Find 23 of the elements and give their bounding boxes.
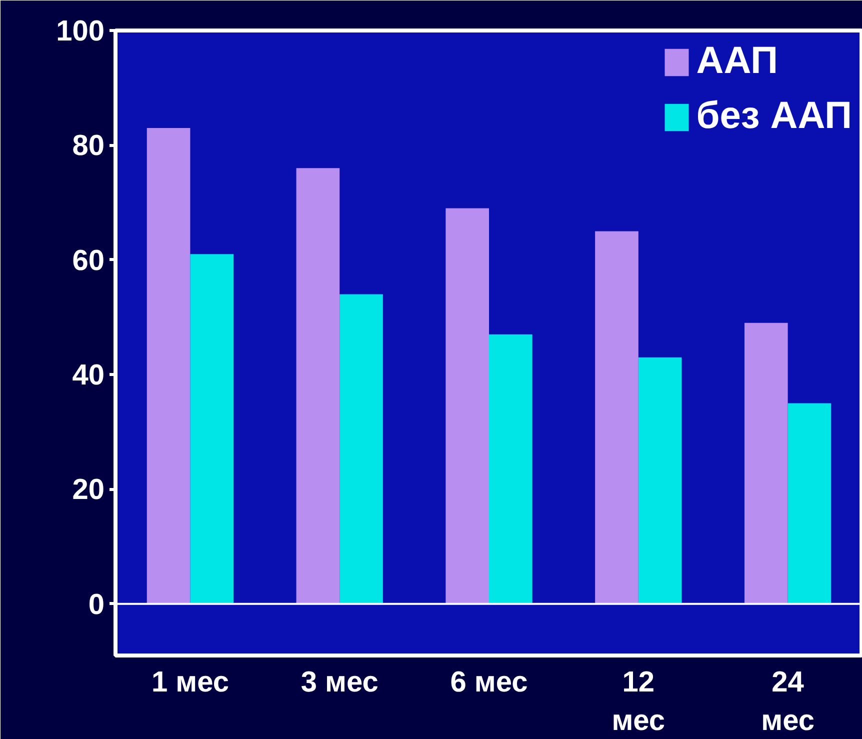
- bar: [489, 334, 532, 604]
- legend-label: ААП: [696, 40, 778, 83]
- bar: [146, 128, 190, 604]
- bar: [296, 168, 340, 604]
- x-tick-label: 6 мес: [450, 666, 528, 698]
- legend-label: без ААП: [696, 95, 852, 138]
- x-tick-label: 12 мес: [612, 666, 666, 737]
- y-tick-label: 40: [72, 360, 105, 392]
- bar: [340, 294, 383, 604]
- bar: [638, 357, 682, 604]
- bar: [595, 231, 638, 604]
- bar: [446, 208, 489, 604]
- y-tick-label: 0: [88, 588, 105, 621]
- bar: [744, 322, 788, 604]
- y-tick-label: 80: [72, 130, 105, 162]
- y-tick-label: 100: [56, 16, 105, 48]
- x-tick-label: 1 мес: [151, 666, 229, 698]
- y-tick-label: 20: [72, 474, 105, 506]
- x-tick-label: 3 мес: [300, 666, 378, 698]
- x-tick-label: 24 мес: [761, 666, 814, 737]
- bar: [788, 403, 832, 604]
- y-tick-label: 60: [72, 244, 105, 277]
- bar: [190, 254, 234, 604]
